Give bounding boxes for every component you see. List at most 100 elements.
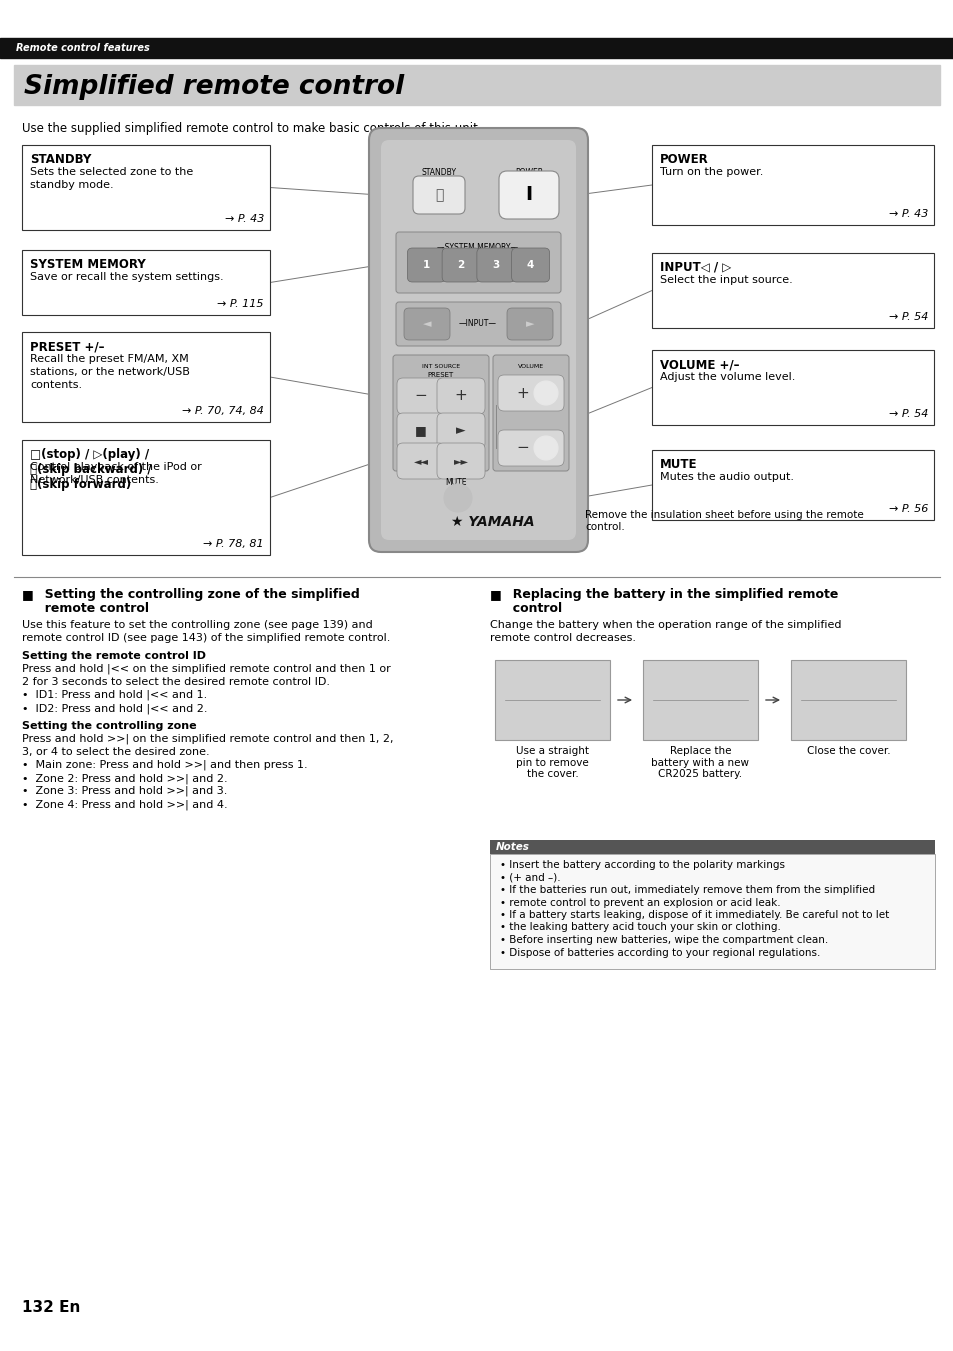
Text: Setting the remote control ID: Setting the remote control ID — [22, 651, 206, 661]
Bar — [651, 145, 933, 226]
Text: INPUT◁ / ▷: INPUT◁ / ▷ — [659, 261, 731, 274]
Text: ■: ■ — [415, 424, 426, 438]
Text: Recall the preset FM/AM, XM: Recall the preset FM/AM, XM — [30, 354, 189, 363]
Text: •  Main zone: Press and hold >>| and then press 1.: • Main zone: Press and hold >>| and then… — [22, 761, 307, 770]
Text: • If the batteries run out, immediately remove them from the simplified: • If the batteries run out, immediately … — [499, 885, 874, 894]
Text: 4: 4 — [526, 259, 534, 270]
Text: −: − — [415, 389, 427, 404]
Text: Replacing the battery in the simplified remote: Replacing the battery in the simplified … — [503, 588, 838, 601]
Text: Save or recall the system settings.: Save or recall the system settings. — [30, 272, 223, 282]
Text: • If a battery starts leaking, dispose of it immediately. Be careful not to let: • If a battery starts leaking, dispose o… — [499, 911, 888, 920]
Text: contents.: contents. — [30, 380, 82, 390]
Text: 2: 2 — [457, 259, 464, 270]
Text: —SYSTEM MEMORY—: —SYSTEM MEMORY— — [437, 243, 518, 253]
Text: Select the input source.: Select the input source. — [659, 276, 792, 285]
Text: 3, or 4 to select the desired zone.: 3, or 4 to select the desired zone. — [22, 747, 210, 757]
Text: —INPUT—: —INPUT— — [458, 319, 497, 328]
Text: ★ YAMAHA: ★ YAMAHA — [451, 515, 535, 530]
FancyBboxPatch shape — [493, 355, 568, 471]
Text: ►: ► — [456, 424, 465, 438]
Text: Turn on the power.: Turn on the power. — [659, 168, 762, 177]
Text: Press and hold |<< on the simplified remote control and then 1 or: Press and hold |<< on the simplified rem… — [22, 663, 391, 674]
Circle shape — [443, 484, 472, 512]
Bar — [490, 854, 934, 969]
FancyBboxPatch shape — [476, 249, 515, 282]
Text: POWER: POWER — [515, 168, 542, 177]
Text: Use the supplied simplified remote control to make basic controls of this unit.: Use the supplied simplified remote contr… — [22, 122, 481, 135]
Bar — [22, 145, 270, 230]
Text: ■: ■ — [22, 588, 33, 601]
Text: Setting the controlling zone: Setting the controlling zone — [22, 721, 196, 731]
Text: Sets the selected zone to the: Sets the selected zone to the — [30, 168, 193, 177]
FancyBboxPatch shape — [511, 249, 549, 282]
Text: Adjust the volume level.: Adjust the volume level. — [659, 372, 795, 382]
Text: 1: 1 — [422, 259, 430, 270]
Bar — [22, 440, 270, 555]
Bar — [651, 350, 933, 426]
Text: +: + — [455, 389, 467, 404]
FancyBboxPatch shape — [498, 172, 558, 219]
Text: •  Zone 4: Press and hold >>| and 4.: • Zone 4: Press and hold >>| and 4. — [22, 798, 228, 809]
FancyBboxPatch shape — [413, 176, 464, 213]
FancyBboxPatch shape — [506, 308, 553, 340]
Text: → P. 70, 74, 84: → P. 70, 74, 84 — [182, 407, 264, 416]
Text: POWER: POWER — [659, 153, 708, 166]
Text: remote control ID (see page 143) of the simplified remote control.: remote control ID (see page 143) of the … — [22, 634, 390, 643]
Text: Use a straight
pin to remove
the cover.: Use a straight pin to remove the cover. — [516, 746, 588, 780]
Text: Close the cover.: Close the cover. — [806, 746, 889, 757]
Text: •  Zone 2: Press and hold >>| and 2.: • Zone 2: Press and hold >>| and 2. — [22, 773, 228, 784]
Text: → P. 54: → P. 54 — [887, 409, 927, 419]
Text: control: control — [503, 603, 561, 615]
FancyBboxPatch shape — [393, 355, 489, 471]
Bar — [790, 661, 905, 740]
Bar — [22, 332, 270, 422]
Text: ⏻: ⏻ — [435, 188, 443, 203]
Text: MUTE: MUTE — [445, 478, 466, 486]
Text: 132 En: 132 En — [22, 1300, 80, 1315]
FancyBboxPatch shape — [380, 141, 576, 540]
Bar — [495, 661, 609, 740]
Text: Network/USB contents.: Network/USB contents. — [30, 476, 159, 485]
Text: PRESET +/–: PRESET +/– — [30, 340, 105, 353]
Text: −: − — [517, 440, 529, 455]
FancyBboxPatch shape — [395, 232, 560, 293]
Text: ►: ► — [525, 319, 534, 330]
Bar — [651, 450, 933, 520]
Text: STANDBY: STANDBY — [30, 153, 91, 166]
Text: ►►: ►► — [453, 457, 468, 466]
Text: INT SOURCE: INT SOURCE — [421, 363, 459, 369]
Text: remote control decreases.: remote control decreases. — [490, 634, 636, 643]
Text: ◄◄: ◄◄ — [413, 457, 428, 466]
Text: remote control: remote control — [36, 603, 149, 615]
Bar — [642, 661, 758, 740]
Text: VOLUME +/–: VOLUME +/– — [659, 358, 739, 372]
Text: Press and hold >>| on the simplified remote control and then 1, 2,: Press and hold >>| on the simplified rem… — [22, 734, 393, 744]
Text: • Before inserting new batteries, wipe the compartment clean.: • Before inserting new batteries, wipe t… — [499, 935, 827, 944]
Text: → P. 78, 81: → P. 78, 81 — [203, 539, 264, 549]
Text: • remote control to prevent an explosion or acid leak.: • remote control to prevent an explosion… — [499, 897, 780, 908]
FancyBboxPatch shape — [395, 303, 560, 346]
Text: → P. 56: → P. 56 — [887, 504, 927, 513]
FancyBboxPatch shape — [497, 430, 563, 466]
Text: Remove the insulation sheet before using the remote
control.: Remove the insulation sheet before using… — [584, 509, 862, 531]
FancyBboxPatch shape — [436, 378, 484, 413]
Text: • (+ and –).: • (+ and –). — [499, 873, 560, 882]
FancyBboxPatch shape — [396, 443, 444, 480]
FancyBboxPatch shape — [441, 249, 479, 282]
FancyBboxPatch shape — [403, 308, 450, 340]
Text: Notes: Notes — [496, 842, 529, 852]
FancyBboxPatch shape — [436, 443, 484, 480]
Circle shape — [534, 436, 558, 459]
Text: → P. 54: → P. 54 — [887, 312, 927, 322]
Text: • Insert the battery according to the polarity markings: • Insert the battery according to the po… — [499, 861, 784, 870]
Text: stations, or the network/USB: stations, or the network/USB — [30, 367, 190, 377]
Bar — [651, 253, 933, 328]
FancyBboxPatch shape — [497, 376, 563, 411]
Text: •  ID1: Press and hold |<< and 1.: • ID1: Press and hold |<< and 1. — [22, 690, 207, 701]
FancyBboxPatch shape — [396, 378, 444, 413]
Text: Remote control features: Remote control features — [16, 43, 150, 53]
Text: I: I — [525, 185, 532, 204]
Text: standby mode.: standby mode. — [30, 180, 113, 190]
Text: •  Zone 3: Press and hold >>| and 3.: • Zone 3: Press and hold >>| and 3. — [22, 786, 227, 797]
Text: Mutes the audio output.: Mutes the audio output. — [659, 471, 793, 482]
